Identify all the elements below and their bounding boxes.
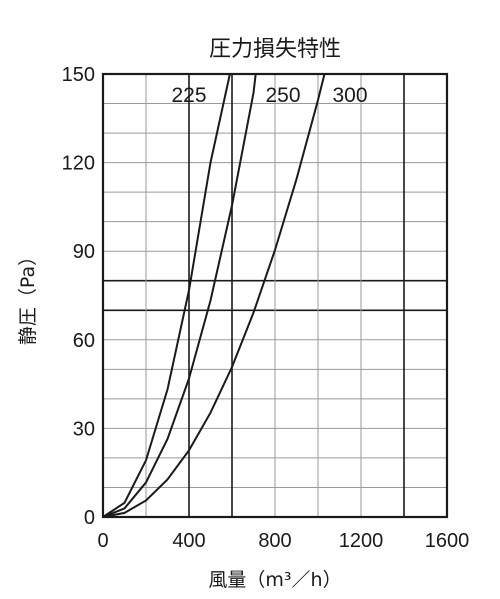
tick-labels: 0 400 800 1200 1600 0 30 60 90 120 150 [62, 64, 470, 552]
x-tick-label: 1200 [339, 530, 384, 552]
y-tick-label: 0 [84, 507, 95, 529]
x-tick-label: 800 [258, 530, 291, 552]
x-axis-label: 風量（m³／h） [208, 569, 341, 591]
curves [102, 73, 326, 518]
series-labels: 225 250 300 [171, 84, 367, 107]
series-label-225: 225 [171, 84, 206, 107]
y-tick-label: 90 [73, 241, 95, 263]
plot-frame [101, 72, 449, 519]
y-tick-label: 30 [73, 418, 95, 440]
x-tick-label: 1600 [425, 530, 470, 552]
series-line-250 [102, 73, 257, 518]
series-line-300 [102, 73, 326, 518]
x-tick-label: 0 [97, 530, 108, 552]
chart-title: 圧力損失特性 [209, 37, 341, 62]
series-label-300: 300 [332, 84, 367, 107]
series-line-225 [102, 73, 231, 518]
series-label-250: 250 [265, 84, 300, 107]
y-tick-label: 120 [62, 153, 95, 175]
x-tick-label: 400 [172, 530, 205, 552]
y-tick-label: 60 [73, 330, 95, 352]
y-tick-label: 150 [62, 64, 95, 86]
grid [101, 72, 449, 519]
y-axis-label: 静圧（Pa） [17, 247, 39, 345]
